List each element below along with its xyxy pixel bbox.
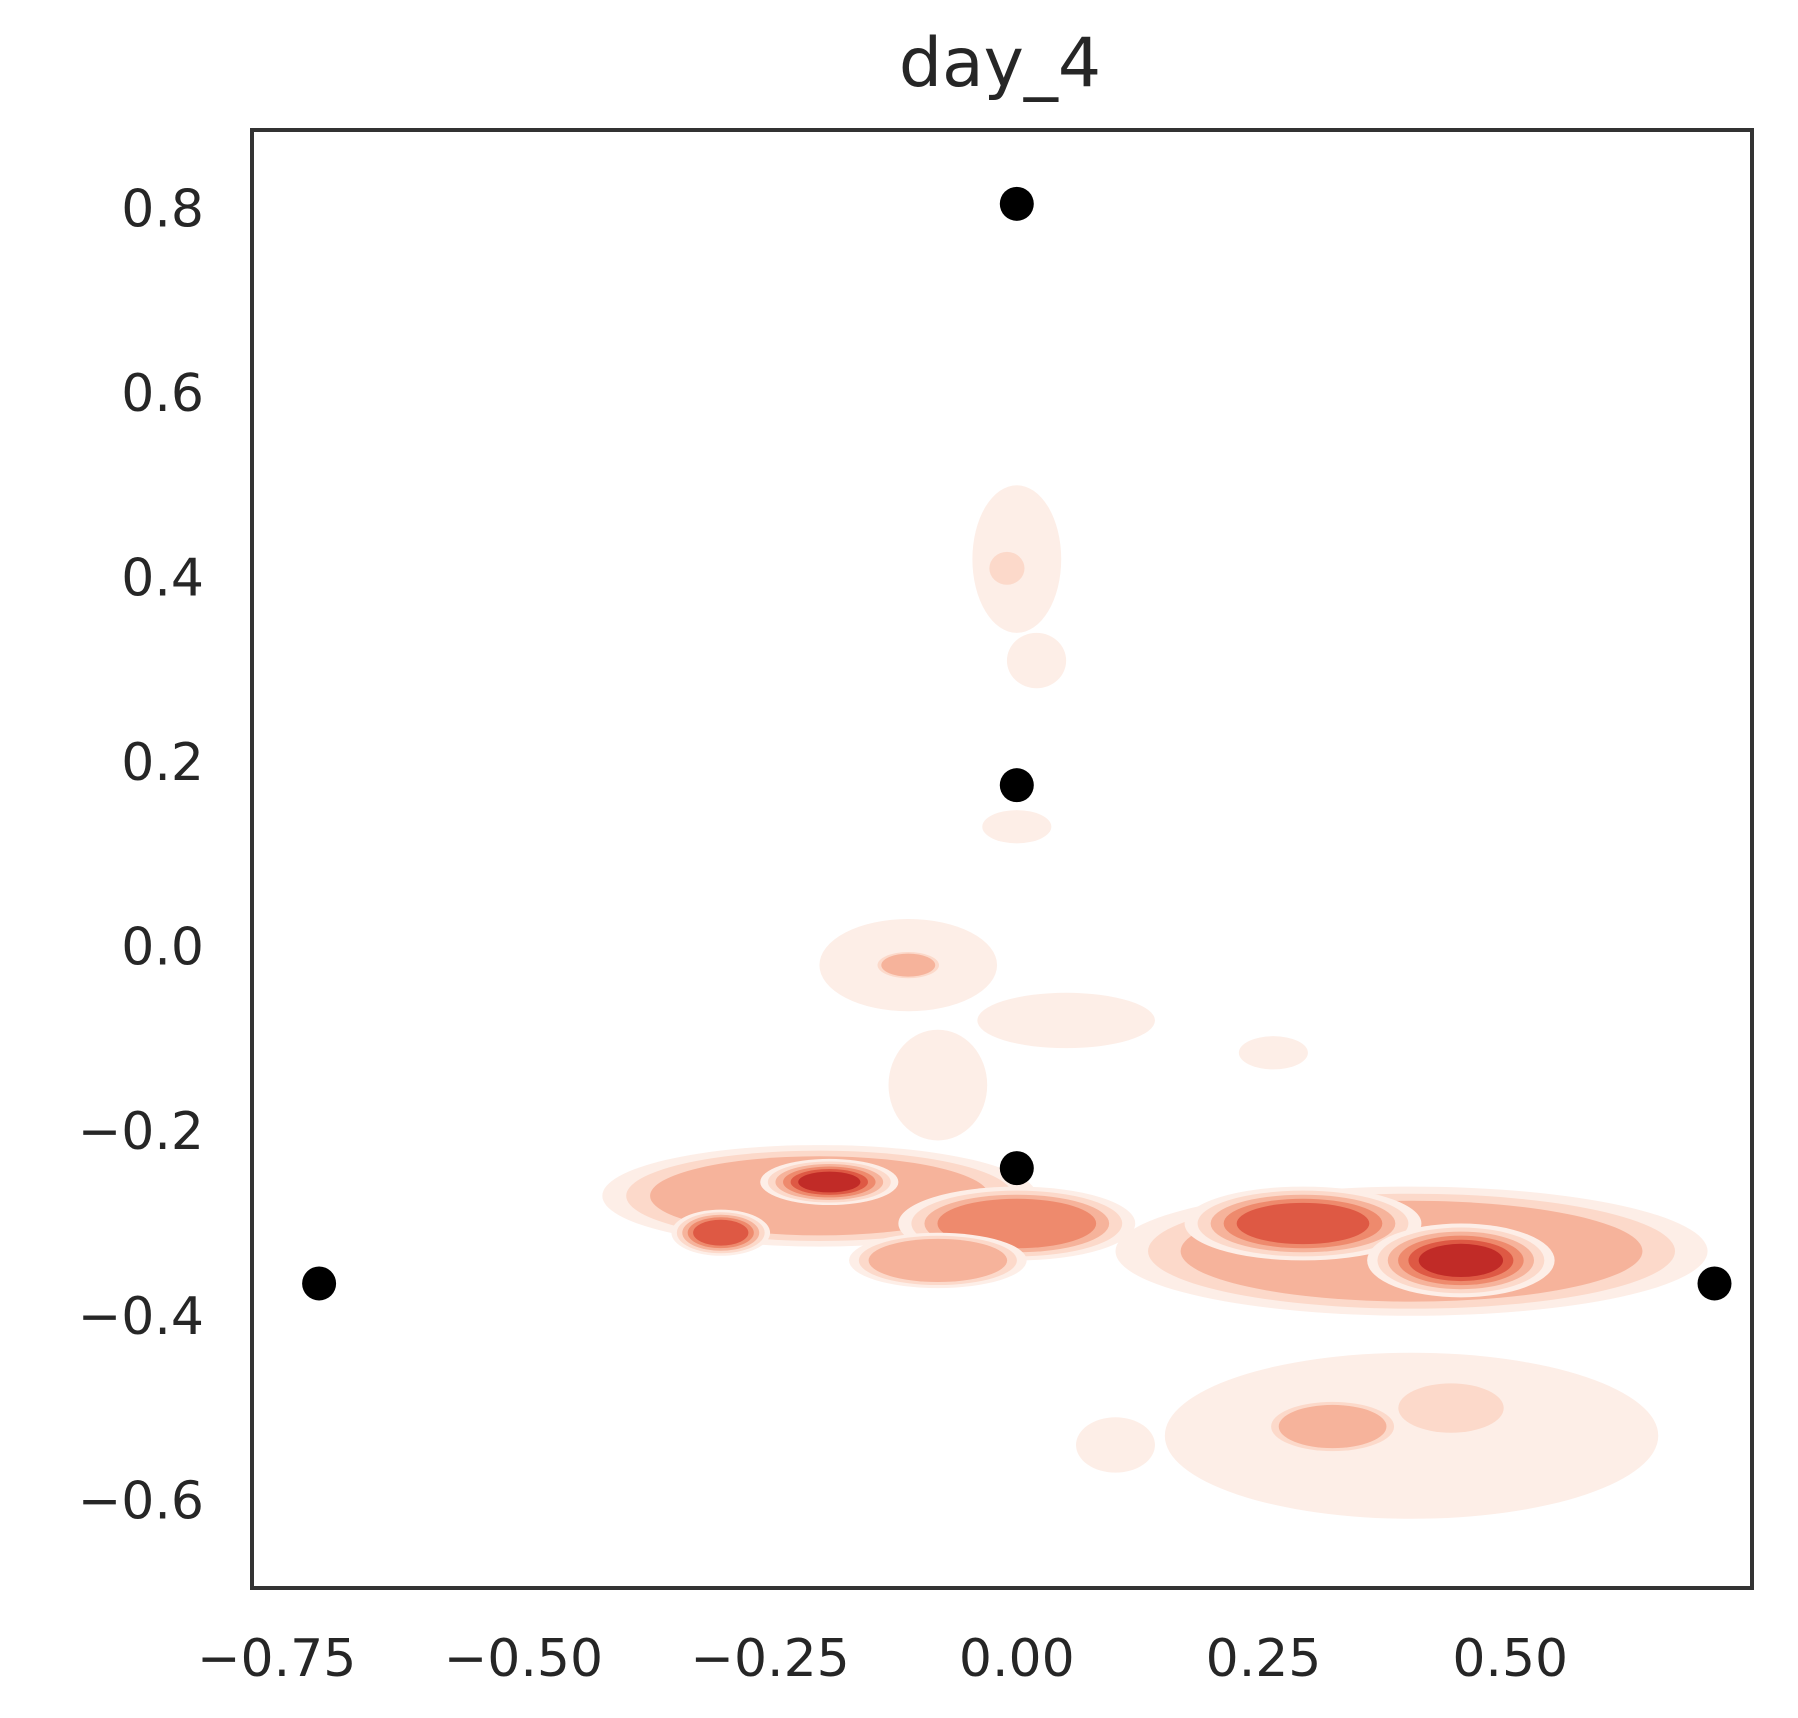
density-blob-1-level-2 [989,551,1025,585]
plot-frame [250,128,1754,1590]
scatter-point-3 [302,1266,337,1301]
scatter-point-1 [999,768,1034,803]
density-blob-7-level-1 [888,1029,988,1141]
density-blob-16-level-6 [1418,1243,1504,1278]
density-blob-8-level-1 [1238,1036,1308,1070]
y-tick-label: 0.6 [121,364,204,424]
y-tick-label: 0.8 [121,179,204,239]
density-blob-3-level-1 [982,810,1052,844]
scatter-point-4 [1697,1266,1732,1301]
density-blob-18-level-3 [1278,1404,1387,1449]
points-layer [302,186,1732,1301]
y-tick-label: −0.2 [78,1102,204,1162]
scatter-point-0 [999,186,1034,221]
y-tick-label: 0.0 [121,918,204,978]
y-tick-label: −0.6 [78,1471,204,1531]
x-tick-label: −0.75 [197,1629,356,1689]
density-blob-6-level-1 [977,992,1155,1049]
x-axis-ticks: −0.75 −0.50 −0.25 0.00 0.25 0.50 [197,1629,1568,1689]
density-blob-20-level-1 [1076,1417,1155,1473]
y-axis-ticks: 0.8 0.6 0.4 0.2 0.0 −0.2 −0.4 −0.6 [78,179,204,1531]
chart-title: day_4 [899,24,1101,103]
x-tick-label: −0.25 [690,1629,849,1689]
density-blob-19-level-2 [1398,1383,1504,1433]
y-tick-label: 0.4 [121,549,204,609]
density-blob-5-level-3 [881,953,936,977]
density-blob-11-level-5 [693,1219,749,1246]
x-tick-label: 0.25 [1206,1629,1322,1689]
density-blob-2-level-1 [1006,632,1067,689]
density-layer [602,485,1708,1519]
y-tick-label: 0.2 [121,733,204,793]
y-tick-label: −0.4 [78,1287,204,1347]
scatter-point-2 [999,1151,1034,1186]
x-tick-label: 0.00 [959,1629,1075,1689]
density-blob-10-level-6 [798,1171,861,1193]
x-tick-label: −0.50 [444,1629,603,1689]
x-tick-label: 0.50 [1452,1629,1568,1689]
density-blob-15-level-5 [1236,1202,1370,1245]
density-blob-13-level-3 [868,1238,1008,1283]
density-blob-17-level-1 [1164,1352,1659,1519]
